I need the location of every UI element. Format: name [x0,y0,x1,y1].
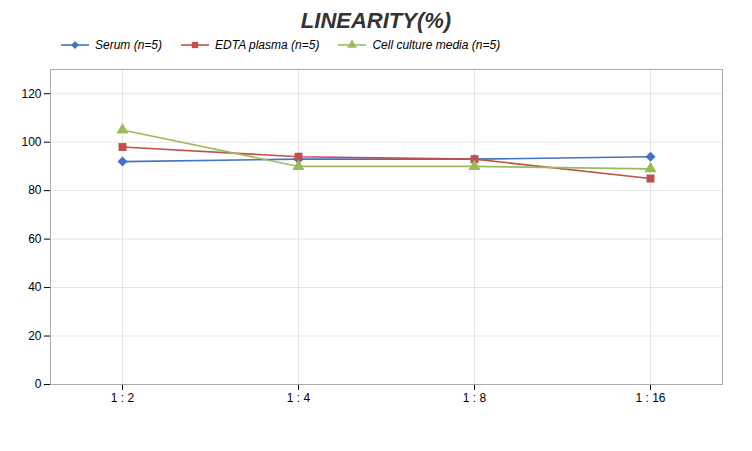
html-text:Cell culture media (n=5): Cell culture media (n=5) [372,38,501,52]
svg-text:120: 120 [21,87,41,101]
svg-text:100: 100 [21,135,41,149]
svg-text:1 : 4: 1 : 4 [287,391,311,405]
svg-text:1 : 2: 1 : 2 [111,391,135,405]
html-text:EDTA plasma (n=5): EDTA plasma (n=5) [215,38,320,52]
svg-text:1 : 8: 1 : 8 [463,391,487,405]
svg-text:0: 0 [35,377,42,391]
svg-text:60: 60 [28,232,42,246]
svg-text:20: 20 [28,329,42,343]
html-text:Serum (n=5): Serum (n=5) [95,38,162,52]
html-text:LINEARITY(%): LINEARITY(%) [300,8,452,33]
svg-text:40: 40 [28,280,42,294]
svg-text:80: 80 [28,183,42,197]
svg-text:1 : 16: 1 : 16 [635,391,665,405]
